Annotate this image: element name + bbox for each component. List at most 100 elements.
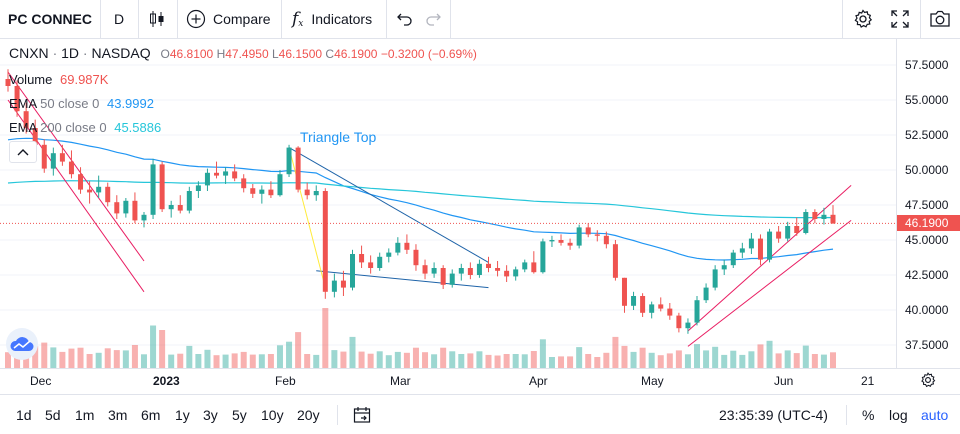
volume-bar xyxy=(730,350,737,368)
range-1y-button[interactable]: 1y xyxy=(175,407,190,423)
volume-bar xyxy=(621,345,628,368)
candle xyxy=(259,189,265,194)
redo-button[interactable] xyxy=(425,0,441,38)
divider xyxy=(281,0,282,38)
screenshot-button[interactable] xyxy=(929,0,951,38)
volume-bar xyxy=(657,355,664,368)
candle xyxy=(476,263,482,275)
volume-bar xyxy=(77,347,84,368)
collapse-legend-button[interactable] xyxy=(9,141,37,163)
volume-bar xyxy=(440,347,447,368)
time-tick: Apr xyxy=(529,374,548,388)
volume-bar xyxy=(694,344,701,368)
volume-bar xyxy=(249,354,256,368)
interval-button[interactable]: D xyxy=(114,0,124,38)
legend-change: −0.3200 (−0.69%) xyxy=(380,47,477,61)
grid xyxy=(0,64,896,346)
ema50-legend[interactable]: EMA 50 close 0 43.9992 xyxy=(9,96,154,111)
time-axis[interactable]: Dec 2023 Feb Mar Apr May Jun 21 xyxy=(0,368,960,394)
range-3y-button[interactable]: 3y xyxy=(203,407,218,423)
candle xyxy=(730,252,736,266)
range-20y-button[interactable]: 20y xyxy=(297,407,320,423)
clock-timezone[interactable]: 23:35:39 (UTC-4) xyxy=(719,407,828,423)
price-chart[interactable] xyxy=(0,39,896,368)
range-6m-button[interactable]: 6m xyxy=(141,407,161,423)
undo-button[interactable] xyxy=(397,0,413,38)
volume-bar xyxy=(295,332,302,368)
candle xyxy=(658,304,664,309)
range-1d-button[interactable]: 1d xyxy=(16,407,32,423)
candle xyxy=(567,242,573,246)
candle xyxy=(168,205,174,210)
fullscreen-button[interactable] xyxy=(891,0,909,38)
range-10y-button[interactable]: 10y xyxy=(261,407,284,423)
candle xyxy=(513,269,519,277)
volume-bar xyxy=(195,354,202,368)
candles-icon xyxy=(148,10,166,28)
range-1m-button[interactable]: 1m xyxy=(75,407,95,423)
candle xyxy=(794,226,800,233)
volume-bar xyxy=(830,352,836,368)
candle xyxy=(322,191,328,292)
volume-bar xyxy=(811,354,818,368)
candle xyxy=(50,153,56,169)
triangle-line xyxy=(288,147,489,263)
candle xyxy=(23,111,29,128)
candle xyxy=(776,231,782,239)
volume-bar xyxy=(240,351,247,368)
volume-bar xyxy=(802,345,809,368)
chart-pane[interactable] xyxy=(0,39,896,368)
volume-bar xyxy=(204,349,211,368)
goto-date-button[interactable] xyxy=(353,406,371,429)
candle xyxy=(250,188,256,194)
interval-label: D xyxy=(114,11,125,27)
candle xyxy=(649,304,655,313)
volume-bar xyxy=(140,354,147,368)
chart-style-button[interactable] xyxy=(148,0,166,38)
time-tick: May xyxy=(641,374,664,388)
volume-bar xyxy=(122,350,129,368)
ema50-value: 43.9992 xyxy=(106,96,154,111)
volume-bar xyxy=(358,351,365,368)
volume-bar xyxy=(739,354,746,368)
axis-settings-button[interactable] xyxy=(920,372,936,393)
ema200-legend[interactable]: EMA 200 close 0 45.5886 xyxy=(9,120,161,135)
candle xyxy=(748,238,754,249)
volume-bar xyxy=(231,353,238,368)
volume-bar xyxy=(757,344,764,368)
range-5d-button[interactable]: 5d xyxy=(45,407,61,423)
volume-bar xyxy=(213,355,220,368)
ema50-line xyxy=(7,137,834,261)
candle xyxy=(667,308,673,316)
symbol-search[interactable]: PC CONNEC xyxy=(0,0,100,38)
settings-button[interactable] xyxy=(853,0,873,38)
divider xyxy=(450,0,451,38)
candle xyxy=(821,214,827,219)
percent-scale-button[interactable]: % xyxy=(862,407,875,423)
candle xyxy=(576,227,582,246)
auto-scale-button[interactable]: auto xyxy=(921,407,949,423)
volume-value: 69.987K xyxy=(60,72,109,87)
divider xyxy=(100,0,101,38)
price-axis[interactable]: 57.5000 55.0000 52.5000 50.0000 47.5000 45.00… xyxy=(896,39,960,368)
logo xyxy=(6,328,38,360)
log-scale-button[interactable]: log xyxy=(889,407,908,423)
volume-bar xyxy=(675,350,682,368)
volume-bar xyxy=(585,354,592,368)
candle xyxy=(78,174,84,190)
volume-bar xyxy=(50,347,57,368)
range-5y-button[interactable]: 5y xyxy=(232,407,247,423)
time-tick: Jun xyxy=(774,374,794,388)
compare-button[interactable]: Compare xyxy=(186,0,271,38)
volume-bar xyxy=(721,354,728,368)
range-3m-button[interactable]: 3m xyxy=(108,407,128,423)
candle xyxy=(114,202,120,214)
volume-bar xyxy=(449,351,456,368)
volume-legend[interactable]: Volume 69.987K xyxy=(9,72,108,87)
ema200-params: 200 close 0 xyxy=(40,120,107,135)
candle xyxy=(241,178,247,189)
volume-bar xyxy=(267,354,274,368)
volume-bar xyxy=(512,354,519,368)
